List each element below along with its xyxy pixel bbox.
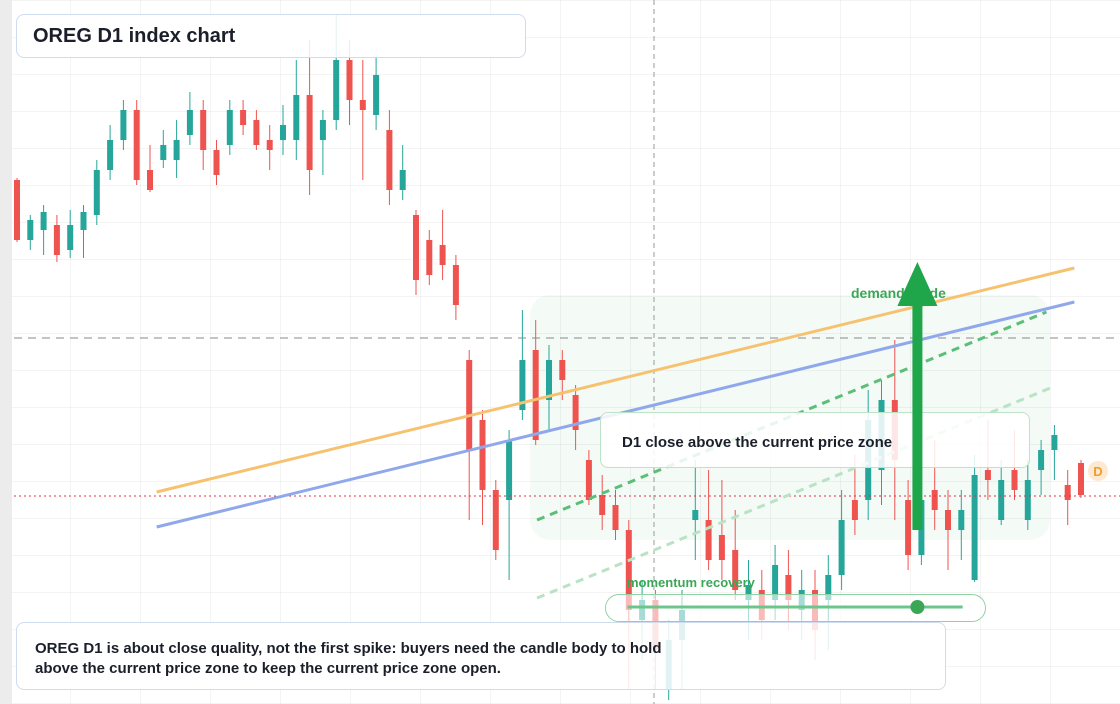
momentum-label: momentum recovery	[627, 575, 756, 590]
candle-body	[971, 475, 978, 580]
candle-body	[625, 530, 632, 610]
candle-body	[572, 395, 579, 430]
candle-body	[1051, 435, 1058, 450]
candle-body	[705, 520, 712, 560]
candle-body	[479, 420, 486, 490]
note-text: OREG D1 is about close quality, not the …	[35, 640, 662, 677]
candle-body	[599, 495, 606, 515]
candle-body	[40, 212, 47, 230]
candle-body	[133, 110, 140, 180]
candle-body	[80, 212, 87, 230]
candle-body	[825, 575, 832, 600]
candle-body	[426, 240, 433, 275]
chart-title: OREG D1 index chart	[33, 25, 236, 47]
candle-body	[266, 140, 273, 150]
candle-body	[107, 140, 114, 170]
title-box: OREG D1 index chart	[16, 14, 526, 58]
candle-body	[160, 145, 167, 160]
candle-body	[280, 125, 286, 140]
candle-body	[14, 180, 20, 240]
momentum-dot	[910, 600, 925, 614]
candle-body	[1078, 463, 1084, 495]
candle-body	[692, 510, 699, 520]
candle-body	[439, 245, 446, 265]
candle-body	[732, 550, 739, 590]
candle-body	[200, 110, 207, 150]
candle-body	[373, 75, 380, 115]
zone-label: D1 close above the current price zone	[622, 434, 893, 451]
candle-body	[306, 95, 313, 170]
candle-body	[931, 490, 938, 510]
candle-body	[532, 350, 539, 440]
candle-body	[718, 535, 725, 560]
candle-body	[147, 170, 153, 190]
candle-body	[226, 110, 233, 145]
candle-body	[945, 510, 951, 530]
candle-body	[93, 170, 100, 215]
candle-body	[1038, 450, 1045, 470]
candle-body	[559, 360, 566, 380]
marker-badge	[1088, 461, 1108, 481]
candle-body	[319, 120, 326, 140]
candle-body	[240, 110, 247, 125]
candle-body	[519, 360, 526, 410]
candle-body	[452, 265, 459, 305]
candle-body	[492, 490, 499, 550]
candle-body	[120, 110, 127, 140]
marker-label: D	[1093, 464, 1102, 479]
candle-body	[785, 575, 792, 600]
candle-body	[213, 150, 220, 175]
candle-body	[612, 505, 619, 530]
candle-body	[772, 565, 779, 600]
candle-body	[1064, 485, 1071, 500]
candle-body	[905, 500, 912, 555]
candle-body	[359, 100, 366, 110]
candle-body	[173, 140, 180, 160]
candle-body	[333, 60, 340, 120]
note-box: OREG D1 is about close quality, not the …	[16, 622, 946, 690]
side-bar	[0, 0, 12, 704]
candle-body	[984, 470, 991, 480]
candle-body	[958, 510, 965, 530]
candle-body	[67, 225, 74, 250]
candle-body	[186, 110, 193, 135]
trendline	[536, 310, 1047, 522]
candle-body	[998, 480, 1005, 520]
candle-body	[745, 585, 752, 600]
candle-body	[851, 500, 858, 520]
candle-body	[386, 130, 393, 190]
candle-body	[413, 215, 419, 280]
candle-body	[585, 460, 592, 500]
candle-body	[838, 520, 845, 575]
candle-body	[546, 360, 552, 400]
candle-body	[53, 225, 60, 255]
candle-body	[253, 120, 260, 145]
candle-body	[1024, 480, 1031, 520]
candle-body	[399, 170, 406, 190]
candle-body	[506, 440, 513, 500]
zone-box: D1 close above the current price zone	[600, 412, 1030, 468]
arrow-head	[897, 262, 938, 306]
candle-body	[1011, 470, 1018, 490]
candle-body	[27, 220, 34, 240]
candle-body	[346, 60, 353, 100]
candle-body	[293, 95, 300, 140]
candle-body	[466, 360, 473, 450]
